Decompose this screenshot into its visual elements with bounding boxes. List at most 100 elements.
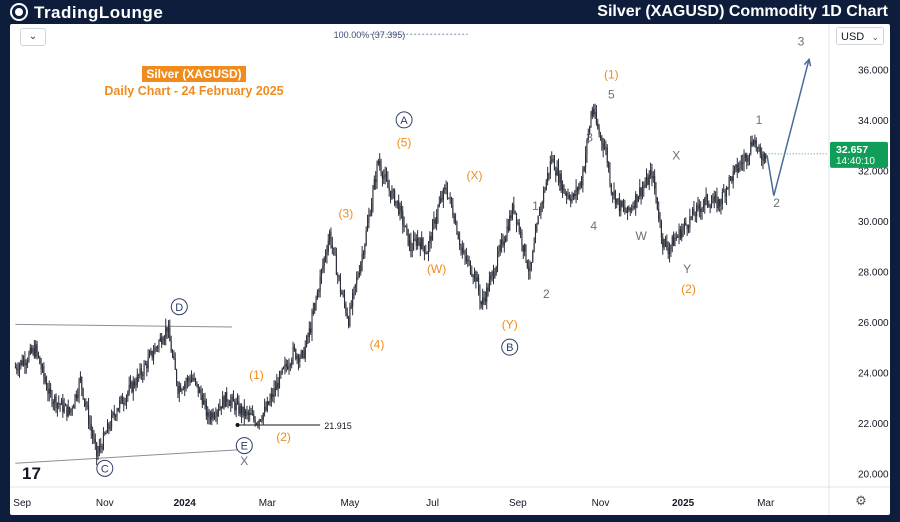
candle-body — [738, 168, 740, 172]
candle-body — [572, 193, 574, 198]
chart-overlays: 100.00% (37.395) 21.915 — [15, 30, 828, 464]
candle-body — [761, 154, 763, 160]
candle-body — [94, 439, 96, 443]
price-tick-label: 22.000 — [858, 419, 889, 430]
candle-body — [576, 187, 579, 192]
candle-body — [288, 365, 290, 369]
candle-body — [37, 352, 39, 357]
time-axis[interactable]: Sep Nov 2024 Mar May Jul Sep Nov 2025 Mar — [10, 486, 890, 509]
candle-body — [660, 221, 662, 238]
candle-body — [197, 383, 199, 394]
candle-body — [51, 392, 53, 405]
candle-body — [162, 341, 164, 344]
candle-body — [337, 274, 339, 276]
candle-body — [759, 146, 761, 155]
candle-body — [528, 267, 530, 272]
candle-body — [360, 262, 362, 273]
candle-body — [154, 347, 156, 354]
wave-label-circle — [96, 459, 114, 477]
candle-body — [639, 187, 641, 197]
candle-body — [143, 364, 145, 376]
candle-body — [673, 236, 675, 246]
time-tick-label: Mar — [259, 498, 277, 509]
candle-body — [520, 232, 522, 233]
chevron-down-icon[interactable]: ⌄ — [20, 28, 46, 46]
candle-body — [410, 240, 412, 251]
candle-body — [525, 244, 527, 262]
candle-body — [617, 198, 619, 200]
candle-body — [101, 446, 103, 450]
candle-body — [446, 189, 448, 198]
candle-body — [566, 193, 568, 196]
candle-body — [330, 231, 332, 246]
price-chart[interactable]: 20.000 22.000 24.000 26.000 28.000 30.000 32.0… — [10, 24, 890, 515]
candle-body — [28, 353, 30, 362]
candle-body — [380, 165, 382, 174]
candle-body — [548, 172, 550, 174]
candle-body — [441, 197, 443, 200]
price-tick-label: 26.000 — [858, 318, 889, 329]
candle-body — [285, 363, 287, 367]
chevron-down-icon: ⌄ — [871, 32, 879, 42]
candle-body — [81, 376, 83, 389]
candle-body — [186, 378, 188, 383]
candle-body — [469, 261, 472, 274]
candle-body — [144, 364, 146, 365]
candle-body — [125, 396, 128, 403]
candle-body — [734, 166, 736, 171]
candle-body — [625, 210, 627, 213]
candle-body — [602, 143, 604, 149]
candle-body — [219, 406, 221, 410]
candle-body — [720, 204, 722, 206]
candle-body — [414, 238, 416, 240]
gear-icon[interactable]: ⚙ — [855, 493, 867, 508]
candle-body — [228, 404, 230, 406]
candle-body — [392, 190, 394, 192]
candle-body — [353, 287, 355, 294]
candle-body — [578, 186, 580, 192]
candle-body — [620, 201, 622, 212]
candle-body — [258, 419, 260, 424]
candle-body — [533, 243, 535, 252]
candle-body — [232, 396, 235, 402]
candle-body — [735, 164, 737, 167]
candle-body — [692, 208, 694, 217]
candle-body — [365, 230, 367, 245]
candle-body — [322, 265, 324, 270]
candle-body — [513, 204, 515, 211]
candle-body — [419, 242, 421, 249]
candle-body — [494, 273, 496, 278]
candle-body — [339, 278, 342, 293]
candle-body — [272, 393, 274, 397]
candle-body — [159, 337, 161, 342]
wave-label: 3 — [798, 35, 805, 49]
candle-body — [140, 368, 142, 375]
candle-body — [177, 383, 179, 394]
candle-body — [85, 401, 87, 407]
candle-body — [20, 360, 22, 366]
countdown-label: 14:40:10 — [836, 156, 875, 167]
candle-body — [257, 423, 259, 425]
candle-body — [716, 195, 718, 208]
candle-body — [693, 208, 695, 216]
candle-body — [342, 294, 344, 296]
chart-panel: 20.000 22.000 24.000 26.000 28.000 30.000 32.0… — [10, 24, 890, 515]
candle-body — [119, 400, 121, 409]
price-axis[interactable]: 20.000 22.000 24.000 26.000 28.000 30.000 32.0… — [828, 24, 889, 515]
candle-body — [429, 236, 431, 244]
currency-selector[interactable]: USD ⌄ — [836, 27, 884, 45]
candle-body — [725, 188, 727, 197]
candle-body — [331, 245, 333, 248]
candle-body — [291, 360, 293, 365]
candle-body — [752, 144, 755, 146]
candle-body — [631, 208, 633, 210]
candle-body — [55, 396, 57, 408]
candle-body — [399, 205, 401, 215]
candle-body — [453, 215, 455, 223]
candle-body — [293, 346, 295, 350]
candle-body — [511, 204, 513, 218]
candle-body — [67, 407, 69, 417]
candle-body — [277, 382, 279, 389]
chart-main-title: Silver (XAGUSD) — [146, 67, 241, 81]
candle-body — [247, 412, 249, 415]
